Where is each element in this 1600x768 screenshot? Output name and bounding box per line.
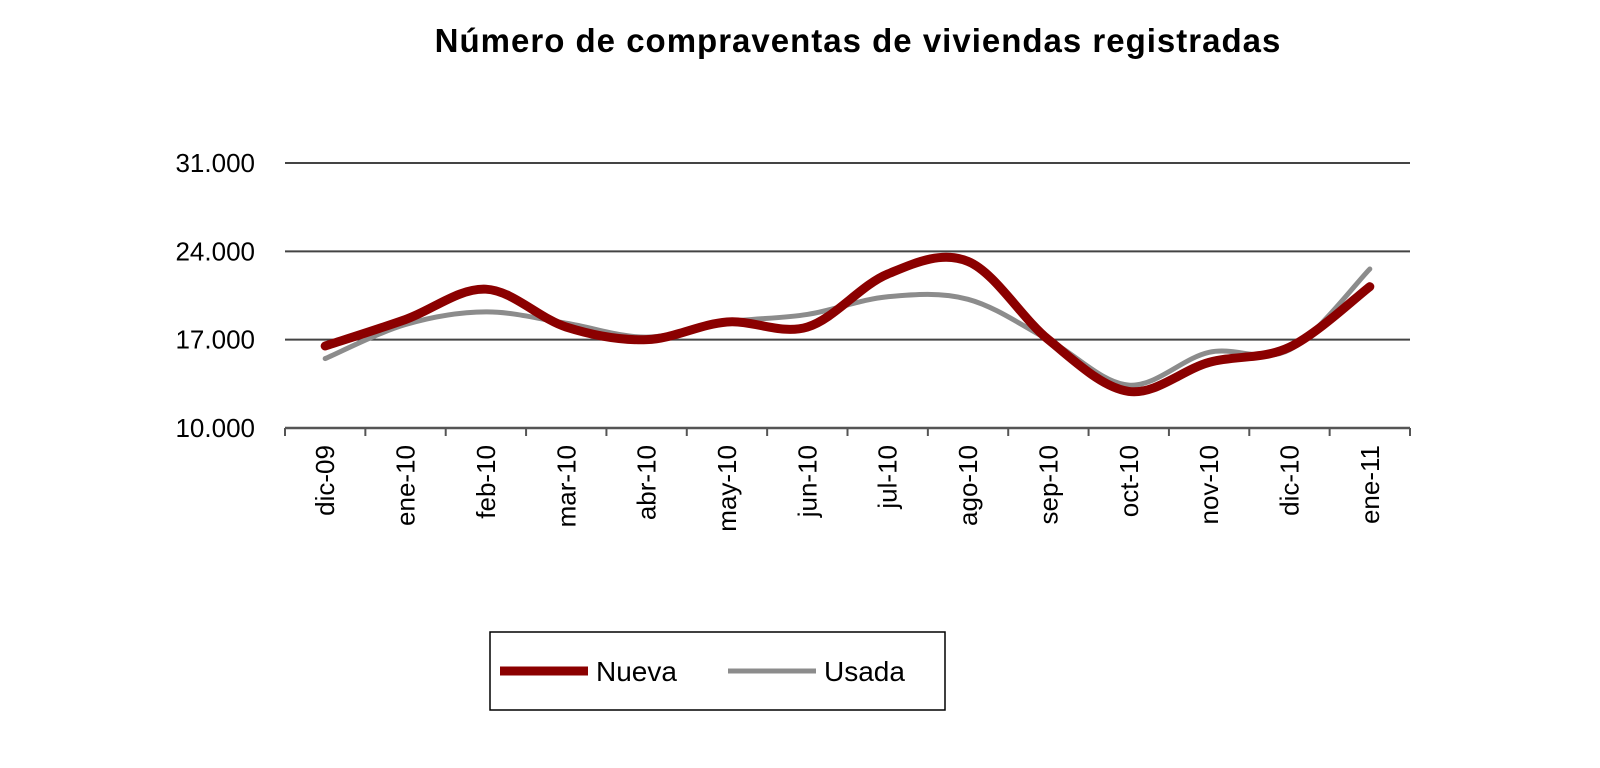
x-tick-label: jul-10 xyxy=(873,445,903,510)
x-tick-label: oct-10 xyxy=(1114,445,1144,517)
y-tick-label: 17.000 xyxy=(175,325,255,355)
y-tick-label: 24.000 xyxy=(175,236,255,266)
legend: Nueva Usada xyxy=(489,631,946,711)
chart-title: Número de compraventas de viviendas regi… xyxy=(435,22,1282,59)
x-tick-label: sep-10 xyxy=(1033,445,1063,525)
x-tick-label: mar-10 xyxy=(551,445,581,527)
x-tick-label: may-10 xyxy=(712,445,742,532)
x-tick-label: ene-11 xyxy=(1355,445,1385,524)
y-tick-label: 10.000 xyxy=(175,413,255,443)
legend-label-usada: Usada xyxy=(824,656,905,687)
series-line-nueva xyxy=(320,252,1375,397)
x-tick-label: ago-10 xyxy=(953,445,983,526)
legend-label-nueva: Nueva xyxy=(596,656,677,687)
x-tick-label: abr-10 xyxy=(632,445,662,520)
x-tick-label: ene-10 xyxy=(391,445,421,526)
x-tick-label: feb-10 xyxy=(471,445,501,519)
x-tick-label: dic-10 xyxy=(1274,445,1304,516)
x-tick-label: jun-10 xyxy=(792,445,822,518)
x-tick-label: dic-09 xyxy=(310,445,340,516)
x-tick-label: nov-10 xyxy=(1194,445,1224,525)
y-tick-label: 31.000 xyxy=(175,148,255,178)
